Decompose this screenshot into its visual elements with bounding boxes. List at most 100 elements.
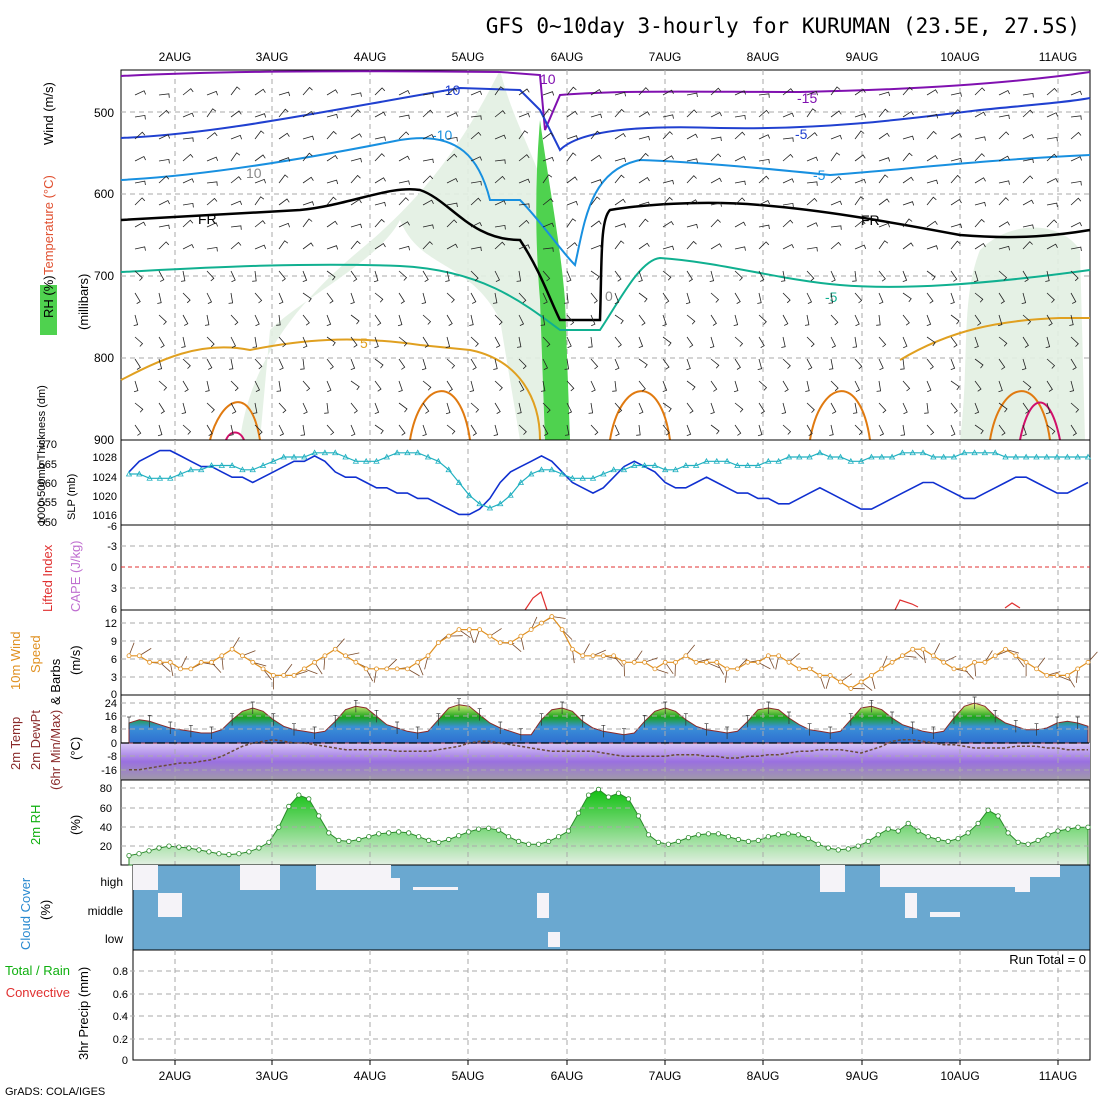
upper-wind-barb-527 (302, 380, 311, 392)
rh-point-4 (166, 843, 172, 849)
temp-ylabel-1: 2m Temp (8, 717, 23, 770)
wind-point-60 (745, 659, 751, 665)
wind-point-65 (796, 666, 802, 672)
wind-point-29 (425, 653, 431, 659)
upper-wind-barb-601 (157, 424, 163, 437)
temp-whisker-12 (250, 701, 255, 714)
upper-wind-barb-268 (806, 222, 819, 228)
upper-wind-barb-61 (638, 111, 650, 118)
upper-wind-barb-293 (446, 243, 458, 250)
wind-point-19 (322, 653, 328, 659)
precip-frame (132, 949, 1091, 1061)
rh-point-67 (795, 832, 801, 838)
upper-wind-barb-502 (662, 358, 670, 370)
upper-wind-barb-345 (734, 270, 743, 281)
thickness-point-2 (146, 474, 153, 481)
upper-wind-barb-554 (950, 380, 960, 391)
thickness-point-46 (600, 470, 607, 477)
rh-point-35 (475, 826, 482, 832)
temp2m-cold-band (121, 743, 1090, 780)
upper-wind-barb-77 (1022, 109, 1034, 118)
upper-wind-barb-419 (590, 314, 596, 327)
upper-wind-barb-461 (638, 336, 644, 348)
temp-whisker-68 (828, 726, 833, 739)
upper-wind-barb-34 (950, 92, 962, 97)
upper-wind-barb-569 (350, 402, 358, 414)
thickness-point-60 (744, 462, 751, 468)
upper-wind-barb-362 (182, 292, 191, 304)
rh-point-68 (805, 835, 811, 842)
upper-wind-barb-473 (926, 336, 936, 347)
upper-wind-barb-519 (1070, 358, 1077, 370)
upper-wind-barb-398 (1046, 292, 1055, 303)
precip-tick-02: 0.2 (113, 1034, 128, 1046)
upper-wind-barb-308 (806, 246, 818, 252)
wind10-ylabel-4: (m/s) (68, 645, 83, 675)
upper-wind-barb-117 (1022, 133, 1034, 140)
upper-wind-barb-465 (734, 336, 744, 347)
thickness-point-88 (1033, 453, 1040, 460)
thickness-point-90 (1053, 453, 1061, 460)
temp-tick-24: 24 (105, 698, 117, 710)
upper-wind-barb-478 (1045, 336, 1051, 348)
upper-wind-barb-513 (926, 358, 934, 370)
wind-point-50 (642, 659, 647, 665)
upper-wind-barb-101 (638, 135, 650, 141)
upper-wind-barb-608 (326, 424, 335, 436)
wind-point-34 (477, 627, 483, 633)
upper-wind-barb-380 (614, 292, 620, 304)
upper-wind-barb-624 (710, 424, 720, 435)
rh-point-8 (206, 849, 212, 855)
wind-point-74 (889, 659, 895, 665)
contour-label-8: 0 (605, 288, 613, 304)
upper-wind-barb-29 (830, 86, 841, 96)
rh-point-12 (246, 849, 252, 855)
upper-wind-barb-147 (782, 153, 794, 162)
upper-wind-barb-491 (398, 358, 406, 370)
rh-point-87 (995, 813, 1001, 819)
rh-point-34 (465, 829, 472, 835)
rh-point-52 (645, 832, 652, 838)
upper-wind-barb-423 (686, 314, 696, 325)
rh-point-48 (605, 794, 612, 800)
upper-wind-barb-520 (133, 380, 139, 393)
bottom-date-axis: 2AUG 3AUG 4AUG 5AUG 6AUG 7AUG 8AUG 9AUG 10AUG 11A… (159, 1060, 1077, 1083)
ptick-500: 500 (94, 106, 114, 120)
upper-wind-barb-40 (134, 114, 146, 120)
rh-point-93 (1055, 828, 1061, 834)
temp-whisker-72 (869, 699, 874, 713)
upper-wind-barb-573 (445, 402, 451, 415)
upper-wind-barb-133 (446, 153, 458, 162)
wind-point-10 (229, 646, 235, 652)
upper-wind-barb-378 (564, 292, 569, 304)
wind-point-3 (157, 659, 163, 665)
upper-wind-barb-120 (134, 155, 146, 162)
upper-wind-barb-111 (878, 132, 890, 140)
upper-wind-barb-112 (902, 135, 915, 141)
upper-wind-barb-251 (398, 221, 410, 228)
upper-wind-barb-292 (422, 241, 433, 250)
upper-wind-barb-5 (254, 88, 266, 96)
upper-wind-barb-114 (950, 133, 962, 140)
upper-wind-barb-26 (758, 93, 770, 98)
temp-tick-m8: -8 (107, 751, 117, 763)
thickness-point-92 (1074, 453, 1081, 460)
upper-wind-barb-217 (542, 198, 554, 206)
wind-point-23 (363, 666, 369, 672)
upper-wind-barb-413 (446, 314, 453, 326)
upper-wind-barb-225 (734, 197, 746, 206)
rh-point-63 (755, 837, 761, 844)
thickness-point-77 (919, 449, 927, 456)
upper-wind-barb-610 (374, 424, 384, 435)
thickness-point-89 (1043, 453, 1050, 460)
upper-wind-barb-229 (830, 200, 843, 206)
temp-ylabel-3: (6hr Min/Max) (48, 710, 63, 790)
upper-wind-barb-92 (422, 133, 434, 140)
upper-ylabel-wind: Wind (m/s) (41, 82, 56, 145)
upper-wind-barb-459 (588, 336, 593, 348)
upper-wind-barb-267 (782, 219, 794, 228)
upper-wind-barb-328 (326, 270, 336, 281)
upper-wind-barb-131 (398, 155, 410, 162)
thickness-point-52 (662, 466, 669, 473)
wind-point-13 (260, 666, 266, 672)
